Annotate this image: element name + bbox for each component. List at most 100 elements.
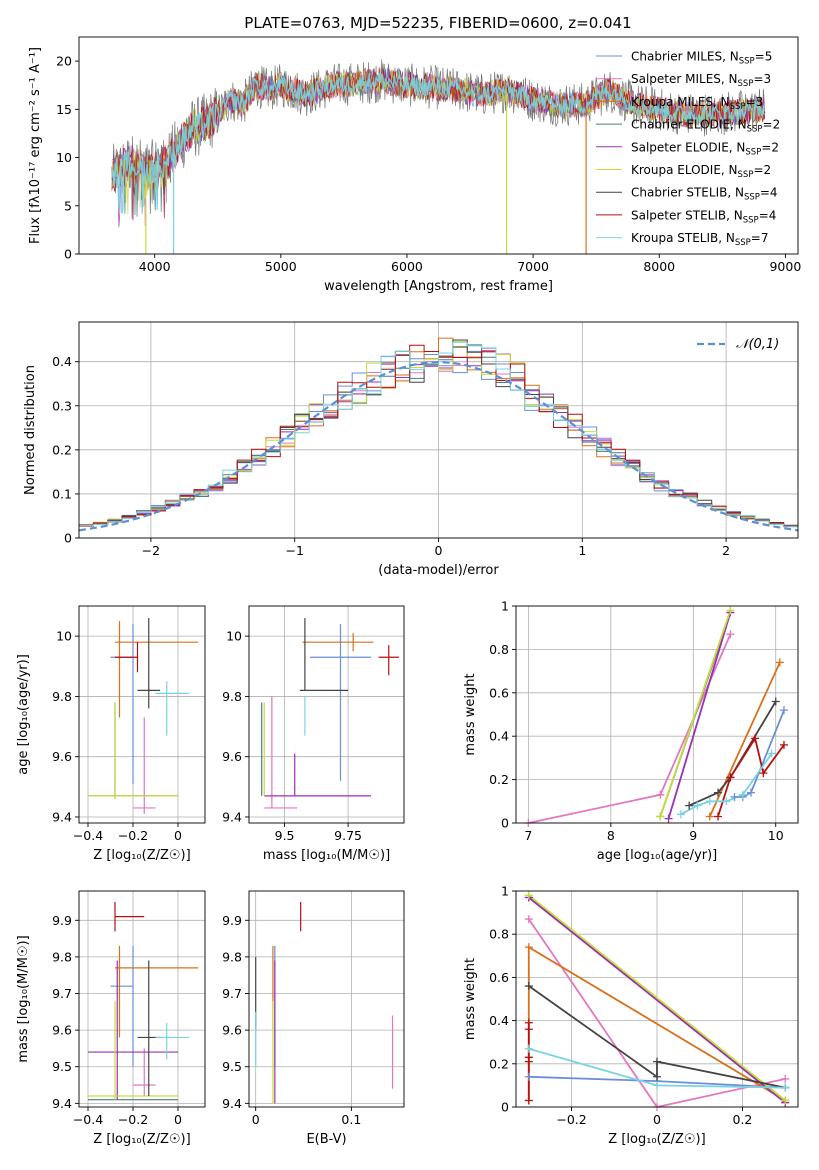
- spectrum-axes: 4000 5000 6000 7000 8000 9000 0 5 10 15 20 waveleng…: [28, 36, 801, 294]
- mass_weight_vs_age-xtick-label: 10: [768, 828, 784, 843]
- mass-weight-marker: [759, 769, 768, 778]
- mass_vs_EBV-ytick-label: 9.4: [222, 1096, 242, 1111]
- age_vs_Z-ylabel: age [log₁₀(age/yr)]: [16, 654, 31, 775]
- mass_vs_Z-ytick-label: 9.7: [52, 986, 72, 1001]
- mass-weight-marker: [714, 788, 723, 797]
- mass_weight_vs_Z-ytick-label: 0.4: [489, 1013, 509, 1028]
- mass_weight_vs_Z-xtick-label: 0.2: [733, 1112, 753, 1127]
- mass_vs_EBV-ytick-label: 9.8: [222, 949, 242, 964]
- age_vs_mass-ytick-label: 9.8: [222, 689, 242, 704]
- mass-weight-line-salpeter-elodie: [528, 896, 786, 1104]
- legend-label: Chabrier MILES, NSSP=5: [631, 50, 772, 67]
- legend-label-normal: 𝒩(0,1): [736, 337, 779, 352]
- spectrum-xtick-label: 7000: [517, 259, 549, 274]
- mass-weight-marker: [685, 801, 694, 810]
- mass_weight_vs_Z-ytick-label: 1: [501, 884, 509, 899]
- legend-label: Salpeter STELIB, NSSP=4: [631, 208, 776, 225]
- mass_weight_vs_age-ylabel: mass weight: [463, 673, 478, 755]
- age_vs_Z-axes: −0.4 −0.2 0 9.4 9.6 9.8 10 Z [log₁₀(Z/Z☉)] age […: [16, 605, 206, 863]
- mass_vs_Z-xtick-label: −0.2: [118, 1112, 148, 1127]
- mass-weight-marker: [779, 740, 788, 749]
- residuals-xtick-label: −1: [285, 543, 303, 558]
- mass-weight-marker: [722, 797, 731, 806]
- mass_weight_vs_age-xtick-label: 8: [607, 828, 615, 843]
- legend-label: Salpeter MILES, NSSP=3: [631, 72, 771, 89]
- mass-weight-marker: [726, 773, 735, 782]
- mass_vs_Z-frame: [78, 890, 206, 1108]
- legend-label: Chabrier ELODIE, NSSP=2: [631, 118, 780, 135]
- mass_weight_vs_Z-frame: [515, 890, 799, 1108]
- mass-weight-line-kroupa-stelib: [680, 753, 773, 816]
- spectrum-ytick-label: 10: [56, 150, 72, 165]
- residuals-plot-area: [79, 322, 798, 538]
- mass_weight_vs_Z-ytick-label: 0.6: [489, 970, 509, 985]
- mass-weight-line-salpeter-elodie: [667, 612, 732, 819]
- mass_vs_Z-xtick-label: 0: [174, 1112, 182, 1127]
- age_vs_mass-ytick-label: 9.4: [222, 809, 242, 824]
- mass-weight-marker: [656, 790, 665, 799]
- mass-weight-marker: [781, 1074, 790, 1083]
- spectrum-xtick-label: 4000: [139, 259, 171, 274]
- mass_weight_vs_age-ytick-label: 1: [501, 599, 509, 614]
- mass-weight-marker: [693, 801, 702, 810]
- mass_weight_vs_Z-ytick-label: 0.8: [489, 927, 509, 942]
- mass_vs_EBV-frame: [248, 890, 405, 1108]
- mass_vs_Z-plot-area: [79, 891, 205, 1107]
- spectrum-ytick-label: 0: [64, 247, 72, 262]
- spectrum-ytick-label: 15: [56, 102, 72, 117]
- residuals-ytick-label: 0.3: [52, 398, 72, 413]
- residuals-ylabel: Normed distribution: [23, 365, 38, 495]
- mass_weight_vs_Z-ytick-label: 0: [501, 1100, 509, 1115]
- mass_vs_EBV-ytick-label: 9.6: [222, 1023, 242, 1038]
- legend-label: Salpeter ELODIE, NSSP=2: [631, 140, 779, 157]
- age_vs_Z-frame: [78, 605, 206, 824]
- mass-weight-marker: [726, 606, 735, 615]
- mass-weight-marker: [524, 943, 533, 952]
- mass-weight-line-chabrier-stelib: [528, 985, 786, 1089]
- spectrum-xtick-label: 5000: [265, 259, 297, 274]
- mass-weight-marker: [730, 792, 739, 801]
- age_vs_Z-xlabel: Z [log₁₀(Z/Z☉)]: [93, 848, 190, 863]
- mass-weight-marker: [653, 1072, 661, 1081]
- mass_vs_Z-axes: −0.4 −0.2 0 9.4 9.5 9.6 9.7 9.8 9.9 Z [log₁₀(Z/Z☉…: [16, 890, 206, 1147]
- mass_vs_Z-ytick-label: 9.4: [52, 1096, 72, 1111]
- residuals-axes: −2 −1 0 1 2 0 0.1 0.2 0.3 0.4 (data-model)/error No…: [23, 321, 799, 578]
- mass_vs_EBV-xlabel: E(B-V): [306, 1132, 346, 1147]
- mass-weight-marker: [524, 891, 533, 900]
- mass_vs_Z-ylabel: mass [log₁₀(M/M☉)]: [16, 935, 31, 1062]
- mass-weight-marker: [524, 1044, 533, 1053]
- spectrum-frame: [78, 36, 799, 255]
- mass-weight-line-kroupa-elodie: [659, 610, 732, 817]
- mass_weight_vs_age-xtick-label: 7: [524, 828, 532, 843]
- mass_vs_Z-xtick-label: −0.4: [73, 1112, 103, 1127]
- legend-label: Chabrier STELIB, NSSP=4: [631, 186, 778, 203]
- mass_vs_EBV-plot-area: [249, 891, 404, 1107]
- mass_weight_vs_Z-xtick-label: −0.2: [556, 1112, 586, 1127]
- mass_weight_vs_age-xlabel: age [log₁₀(age/yr)]: [597, 848, 718, 863]
- age_vs_mass-plot-area: [249, 606, 404, 823]
- spectrum-xtick-label: 6000: [391, 259, 423, 274]
- residuals-xtick-label: 0: [435, 543, 443, 558]
- mass_weight_vs_Z-ylabel: mass weight: [463, 958, 478, 1040]
- mass-weight-marker: [775, 658, 784, 667]
- residuals-ytick-label: 0: [64, 531, 72, 546]
- mass_vs_EBV-xtick-label: 0: [252, 1112, 260, 1127]
- mass-weight-marker: [747, 788, 755, 797]
- mass-weight-line-salpeter-miles: [528, 918, 786, 1107]
- mass-weight-marker: [705, 797, 714, 806]
- age_vs_mass-frame: [248, 605, 405, 824]
- mass_vs_Z-xlabel: Z [log₁₀(Z/Z☉)]: [93, 1132, 190, 1147]
- age_vs_Z-xtick-label: −0.4: [73, 828, 103, 843]
- mass_weight_vs_age-ytick-label: 0: [501, 816, 509, 831]
- mass-weight-marker: [714, 812, 723, 821]
- mass-weight-marker: [705, 812, 714, 821]
- spectrum-legend: Chabrier MILES, NSSP=5 Salpeter MILES, NS…: [596, 50, 780, 248]
- mass-weight-marker: [524, 915, 533, 924]
- mass_vs_Z-ytick-label: 9.5: [52, 1059, 72, 1074]
- residuals-xtick-label: 2: [722, 543, 730, 558]
- mass_weight_vs_Z-axes: −0.2 0 0.2 0 0.2 0.4 0.6 0.8 1 Z [log₁₀(Z/Z☉)] mas…: [463, 884, 799, 1147]
- spectrum-ytick-label: 20: [56, 54, 72, 69]
- mass-weight-marker: [751, 734, 760, 743]
- mass_vs_EBV-axes: 0 0.1 9.4 9.5 9.6 9.7 9.8 9.9 E(B-V): [222, 890, 405, 1147]
